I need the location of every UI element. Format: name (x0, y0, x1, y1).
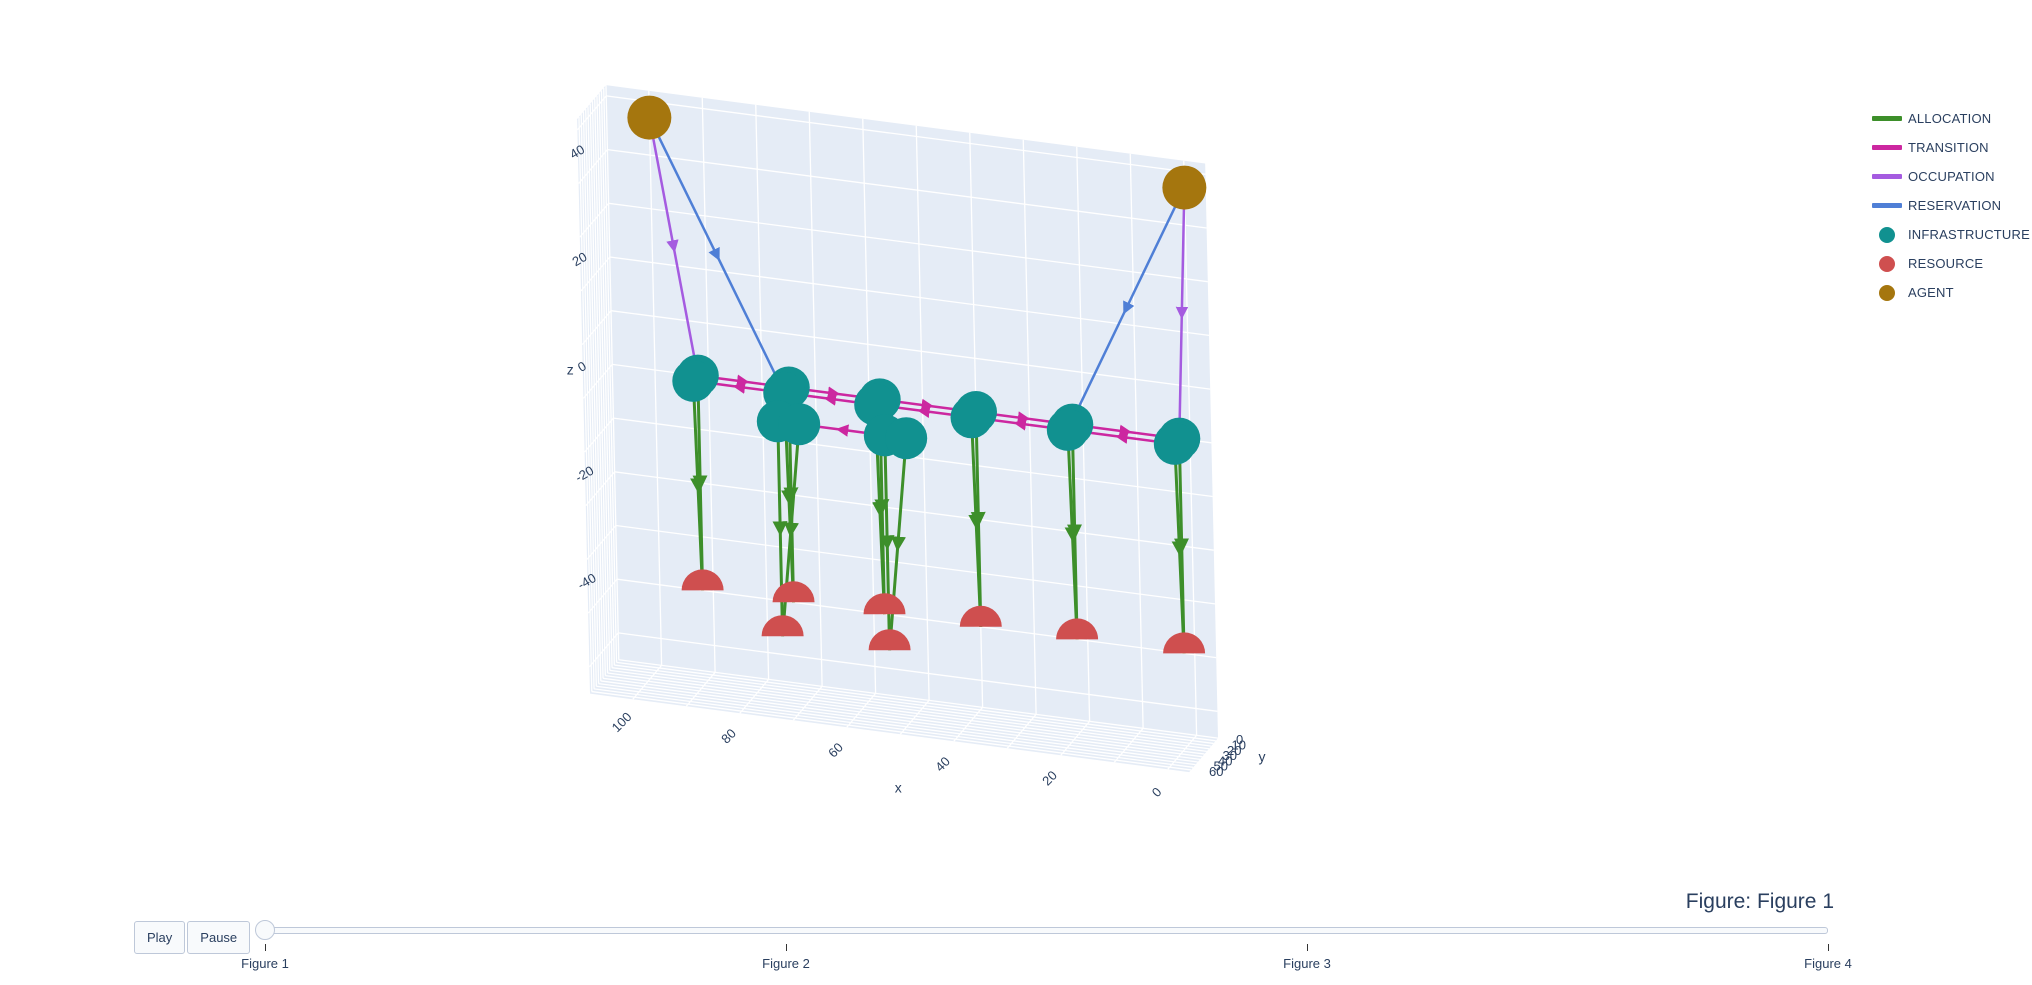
occupation-edge[interactable] (1175, 187, 1189, 439)
legend-label: RESOURCE (1908, 256, 1984, 271)
legend-label: RESERVATION (1908, 198, 2002, 213)
infrastructure-node[interactable] (1153, 422, 1196, 465)
legend-item-reservation[interactable]: RESERVATION (1872, 191, 2030, 220)
resource-node[interactable] (1056, 618, 1099, 640)
nodes (627, 95, 1207, 654)
x-tick-label: 20 (1039, 768, 1060, 789)
z-tick-label: 40 (567, 142, 587, 162)
infrastructure-marker-swatch (1879, 226, 1895, 243)
pause-button[interactable]: Pause (187, 921, 251, 954)
y-tick-label: 0 (1236, 732, 1243, 747)
legend-label: AGENT (1908, 285, 1954, 300)
slider-step-label[interactable]: Figure 3 (1283, 956, 1331, 971)
slider-step-label[interactable]: Figure 1 (241, 956, 289, 971)
x-tick-label: 80 (718, 726, 739, 747)
allocation-edge[interactable] (692, 375, 708, 591)
slider-current-label: Figure: Figure 1 (1685, 890, 1834, 913)
resource-node[interactable] (772, 581, 815, 603)
x-axis-title: x (895, 779, 902, 795)
resource-node[interactable] (868, 629, 911, 651)
z-axis-title: z (567, 361, 574, 377)
y-tick-label: 30 (1223, 748, 1237, 763)
allocation-line-swatch (1872, 116, 1902, 121)
slider-step-label[interactable]: Figure 4 (1804, 956, 1852, 971)
legend-item-infrastructure[interactable]: INFRASTRUCTURE (1872, 220, 2030, 249)
agent-marker-swatch (1879, 284, 1895, 301)
legend-label: INFRASTRUCTURE (1908, 227, 2030, 242)
reservation-line-swatch (1872, 203, 1902, 208)
legend-label: ALLOCATION (1908, 111, 1992, 126)
occupation-line-swatch (1872, 174, 1902, 179)
slider-handle[interactable] (255, 920, 275, 940)
legend-item-resource[interactable]: RESOURCE (1872, 249, 2030, 278)
x-tick-label: 100 (609, 709, 635, 735)
y-tick-label: 20 (1227, 743, 1241, 758)
resource-marker-swatch (1879, 255, 1895, 272)
occupation-edge[interactable] (648, 117, 700, 376)
allocation-edge[interactable] (1067, 424, 1083, 640)
infrastructure-node[interactable] (885, 417, 928, 460)
slider-tick (786, 944, 787, 951)
legend-label: TRANSITION (1908, 140, 1989, 155)
slider-step-label[interactable]: Figure 2 (762, 956, 810, 971)
y-axis-title: y (1259, 748, 1266, 764)
infrastructure-node[interactable] (950, 396, 993, 439)
resource-node[interactable] (761, 615, 804, 637)
play-button[interactable]: Play (134, 921, 186, 954)
slider-tick (1307, 944, 1308, 951)
resource-node[interactable] (1163, 632, 1206, 654)
x-tick-label: 60 (825, 740, 846, 761)
allocation-edge[interactable] (1174, 438, 1190, 654)
animation-controls: Play Pause (134, 921, 251, 954)
x-tick-label: 40 (932, 754, 953, 775)
legend-item-agent[interactable]: AGENT (1872, 278, 2030, 307)
transition-line-swatch (1872, 145, 1902, 150)
resource-node[interactable] (863, 593, 906, 615)
slider-tick (1828, 944, 1829, 951)
reservation-edge[interactable] (648, 117, 786, 394)
slider-tick (265, 944, 266, 951)
y-tick-label: 60 (1209, 764, 1223, 779)
y-tick-label: 50 (1214, 759, 1228, 774)
agent-node[interactable] (1162, 165, 1207, 210)
slider-track[interactable] (264, 927, 1828, 934)
reservation-edge[interactable] (1066, 187, 1186, 431)
infrastructure-node[interactable] (778, 403, 821, 446)
allocation-edge[interactable] (888, 438, 908, 651)
infrastructure-node[interactable] (1046, 408, 1089, 451)
allocation-edge[interactable] (970, 411, 986, 627)
legend-item-occupation[interactable]: OCCUPATION (1872, 162, 2030, 191)
legend-label: OCCUPATION (1908, 169, 1995, 184)
legend: ALLOCATION TRANSITION OCCUPATION RESERVA… (1872, 104, 2030, 307)
legend-item-transition[interactable]: TRANSITION (1872, 133, 2030, 162)
z-tick-label: 20 (570, 249, 590, 269)
allocation-edge[interactable] (879, 435, 895, 651)
y-tick-label: 40 (1218, 753, 1232, 768)
agent-node[interactable] (627, 95, 672, 140)
y-tick-label: 10 (1232, 737, 1246, 752)
x-tick-label: 0 (1149, 784, 1165, 800)
infrastructure-node[interactable] (672, 359, 715, 402)
resource-node[interactable] (681, 569, 724, 591)
resource-node[interactable] (959, 605, 1002, 627)
legend-item-allocation[interactable]: ALLOCATION (1872, 104, 2030, 133)
